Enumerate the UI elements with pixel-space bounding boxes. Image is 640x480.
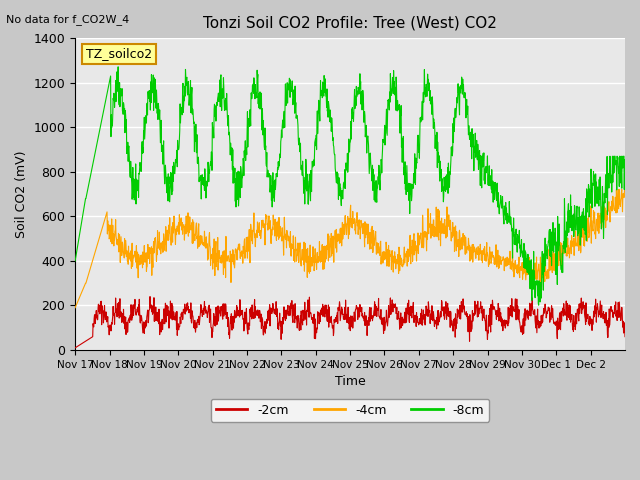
Title: Tonzi Soil CO2 Profile: Tree (West) CO2: Tonzi Soil CO2 Profile: Tree (West) CO2 [203,15,497,30]
Text: TZ_soilco2: TZ_soilco2 [86,48,152,60]
Y-axis label: Soil CO2 (mV): Soil CO2 (mV) [15,150,28,238]
Text: No data for f_CO2W_4: No data for f_CO2W_4 [6,14,130,25]
X-axis label: Time: Time [335,375,365,388]
Legend: -2cm, -4cm, -8cm: -2cm, -4cm, -8cm [211,399,489,422]
